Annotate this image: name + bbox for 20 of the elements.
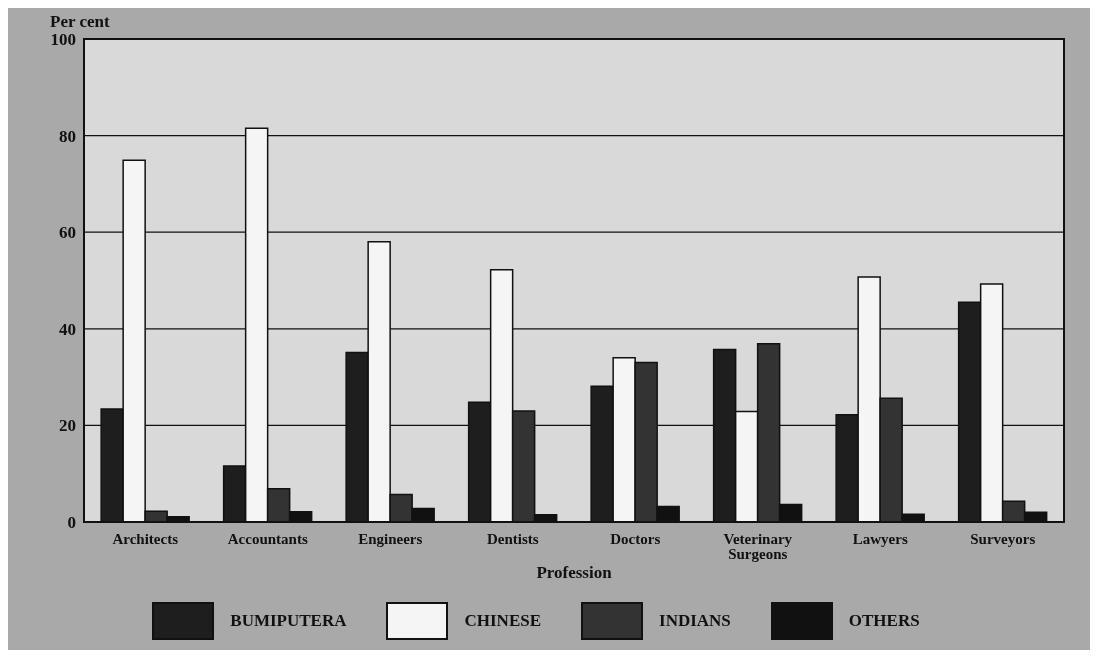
x-axis-title: Profession	[536, 563, 613, 583]
x-tick-label: Engineers	[358, 531, 423, 547]
x-tick-label: Accountants	[227, 531, 308, 547]
x-tick-label: Veterinary Surgeons	[723, 531, 793, 562]
legend-label: INDIANS	[659, 611, 731, 631]
legend-label: OTHERS	[848, 611, 920, 631]
y-tick-label: 80	[59, 126, 76, 146]
y-tick-label: 100	[50, 30, 76, 50]
y-tick-label: 0	[67, 513, 76, 533]
legend-label: BUMIPUTERA	[230, 611, 347, 631]
x-tick-label: Dentists	[486, 531, 539, 547]
x-tick-label: Lawyers	[852, 531, 908, 547]
y-tick-label: 40	[59, 319, 76, 339]
x-tick-label: Surveyors	[970, 531, 1036, 547]
y-axis-title: Per cent	[50, 12, 110, 32]
legend-label: CHINESE	[464, 611, 542, 631]
x-tick-label: Architects	[112, 531, 179, 547]
x-tick-label: Doctors	[610, 531, 661, 547]
y-tick-label: 60	[59, 223, 76, 243]
y-tick-label: 20	[59, 416, 76, 436]
